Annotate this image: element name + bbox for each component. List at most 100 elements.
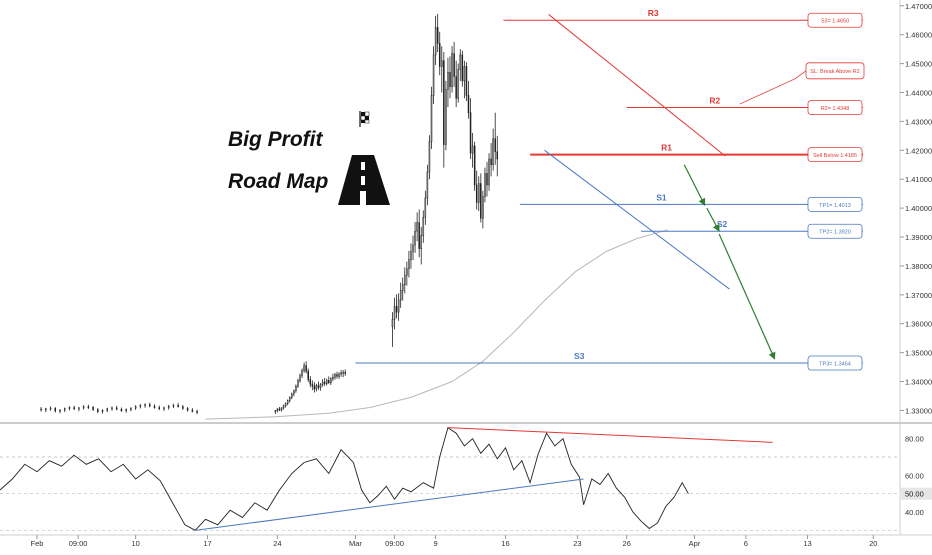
- candle: [467, 80, 470, 119]
- candle: [323, 378, 326, 387]
- candle-body: [496, 151, 499, 160]
- candle-body: [186, 408, 189, 411]
- candle-body: [97, 409, 99, 412]
- candle-body: [342, 371, 344, 374]
- time-tick-label: 13: [803, 539, 811, 548]
- level-label-s3: S3: [574, 351, 585, 361]
- candle-body: [428, 141, 431, 173]
- candle-body: [101, 410, 104, 412]
- candle: [496, 135, 499, 177]
- candle: [325, 378, 328, 386]
- candle: [186, 406, 189, 412]
- candle-body: [488, 158, 490, 186]
- candle-body: [282, 405, 285, 409]
- time-tick-label: 16: [501, 539, 509, 548]
- candle: [309, 376, 312, 388]
- candle-body: [280, 407, 283, 411]
- candle: [315, 383, 318, 392]
- candle-body: [149, 404, 151, 407]
- candle: [428, 135, 431, 180]
- time-tick-label: 09:00: [69, 539, 88, 548]
- candle-body: [45, 408, 47, 411]
- candle: [319, 382, 322, 391]
- candle-body: [478, 183, 480, 203]
- candle: [130, 407, 132, 412]
- time-tick-label: 17: [203, 539, 211, 548]
- candle: [465, 62, 468, 102]
- candle: [443, 52, 445, 168]
- candle-body: [115, 407, 118, 410]
- candle-body: [182, 406, 184, 409]
- price-tick-label: 1.38000: [905, 262, 932, 271]
- candle: [301, 368, 303, 379]
- candle: [459, 49, 462, 81]
- candle-body: [420, 235, 422, 249]
- candle: [438, 31, 441, 76]
- candle: [120, 407, 123, 412]
- candle-body: [436, 27, 439, 44]
- candle-body: [299, 375, 301, 381]
- candle-body: [473, 145, 476, 186]
- candle-body: [167, 405, 170, 409]
- candle: [404, 267, 406, 294]
- candle: [97, 408, 99, 414]
- candle: [286, 399, 289, 406]
- candle-body: [434, 27, 437, 56]
- price-tick-label: 1.40000: [905, 204, 932, 213]
- candle: [299, 373, 301, 383]
- price-tick-label: 1.37000: [905, 291, 932, 300]
- candle-body: [438, 43, 441, 67]
- candle-body: [490, 158, 492, 166]
- candle: [430, 86, 433, 149]
- candle: [399, 282, 402, 308]
- checkered-flag-icon: [359, 111, 370, 127]
- candle-body: [457, 69, 459, 99]
- candle: [471, 132, 474, 168]
- candle-body: [288, 397, 291, 401]
- rsi-current-value: 50.00: [905, 490, 924, 499]
- candle: [40, 406, 42, 412]
- candle-body: [40, 408, 42, 411]
- callout-text: R2= 1.4348: [821, 106, 850, 112]
- candle: [395, 294, 398, 319]
- candle-body: [410, 251, 412, 260]
- candle: [45, 407, 47, 413]
- candle-body: [125, 409, 127, 412]
- sl-callout-connector: [739, 70, 807, 105]
- candle-body: [443, 60, 445, 145]
- candle: [274, 409, 277, 414]
- candle-body: [414, 230, 416, 246]
- sl-callout-box: [805, 62, 865, 80]
- candle-body: [426, 171, 429, 199]
- candle-body: [286, 400, 289, 404]
- candle: [441, 46, 443, 93]
- rsi-line: [0, 426, 689, 531]
- candle-body: [408, 259, 410, 270]
- candle: [87, 404, 90, 409]
- candle-body: [391, 319, 394, 327]
- price-tick-label: 1.33000: [905, 406, 932, 415]
- candle-body: [494, 138, 496, 153]
- candle: [463, 60, 466, 99]
- time-tick-label: Feb: [31, 539, 44, 548]
- candle-body: [191, 409, 194, 412]
- candle-body: [163, 407, 165, 410]
- time-tick-label: 23: [573, 539, 581, 548]
- candle: [447, 57, 449, 107]
- time-tick-label: Mar: [349, 539, 362, 548]
- candles-layer: [40, 13, 499, 415]
- candle: [416, 212, 418, 242]
- candle: [92, 406, 94, 412]
- candle: [340, 369, 342, 377]
- candle-body: [319, 384, 322, 388]
- candle-body: [336, 374, 338, 377]
- candle: [153, 404, 156, 409]
- candle: [101, 409, 104, 414]
- candle: [313, 382, 316, 393]
- levels-layer: R3 S3= 1.4650 R2 R2= 1.4348 R1 Sell Below 1.4…: [355, 8, 865, 371]
- candle: [492, 128, 494, 171]
- candle-body: [334, 374, 336, 378]
- candle-body: [120, 408, 123, 412]
